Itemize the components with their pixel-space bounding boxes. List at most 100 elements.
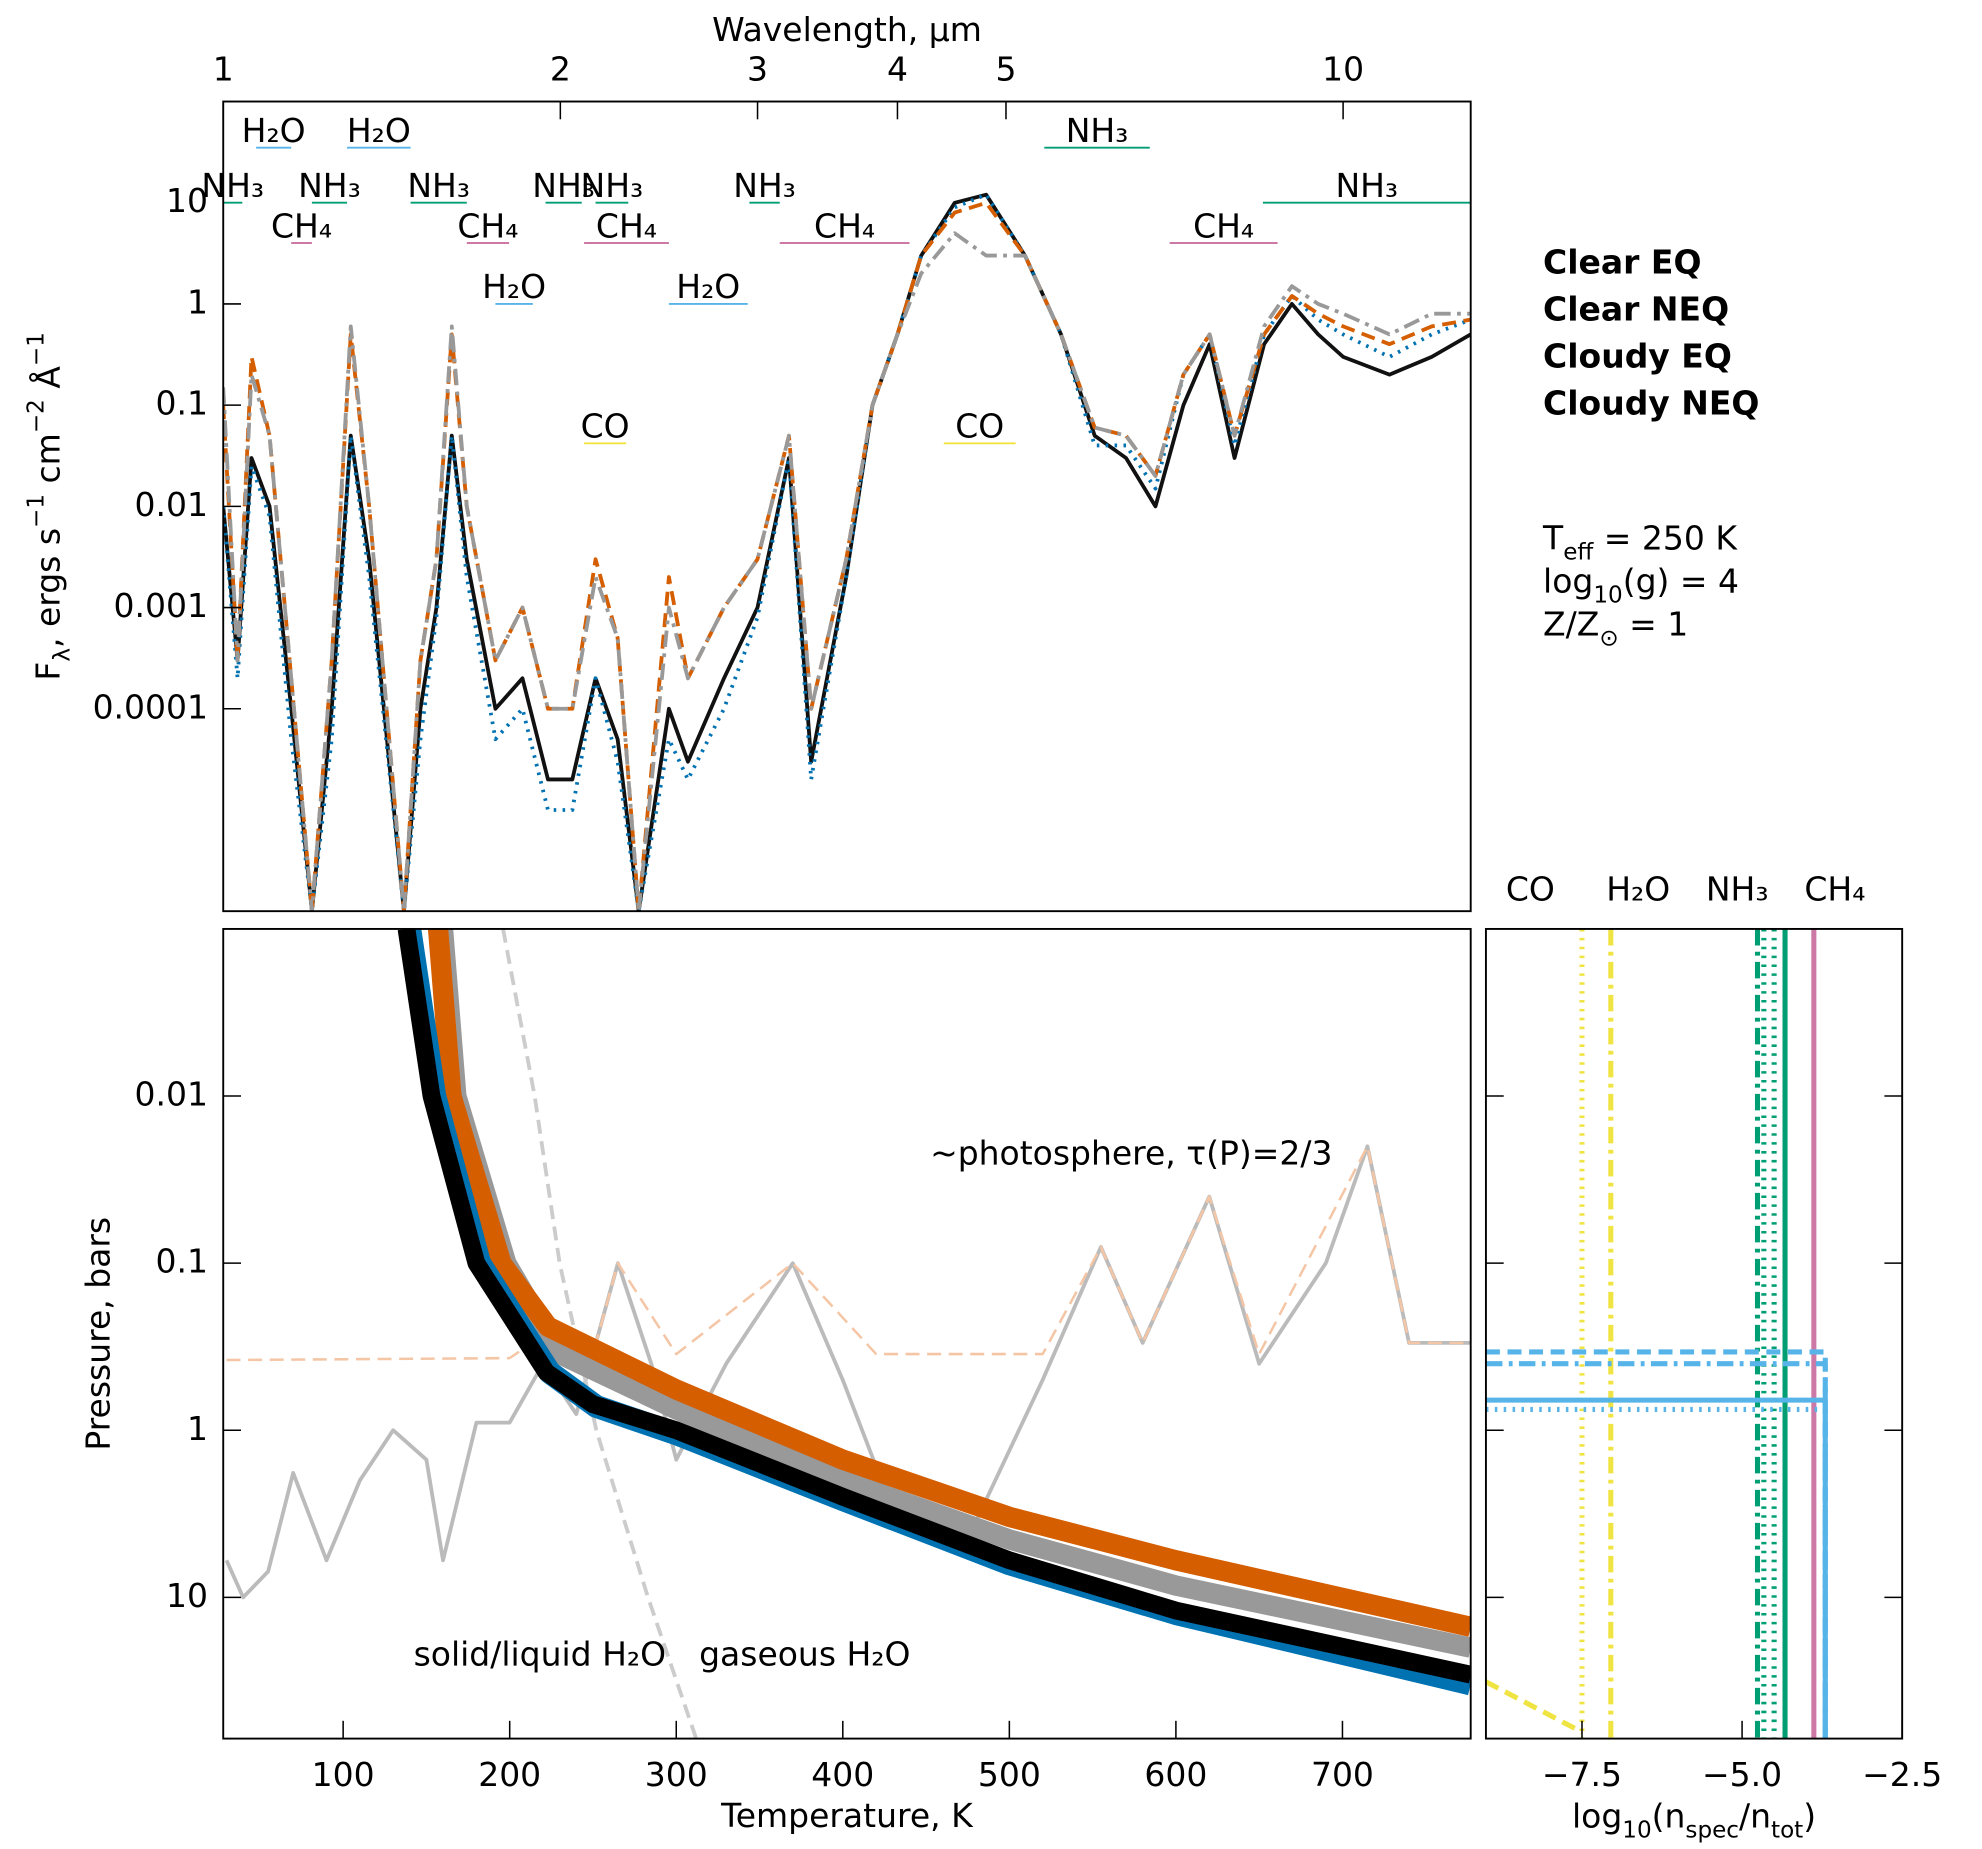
label-part: = 250 K <box>1593 518 1738 557</box>
x-tick-label: 600 <box>1144 1755 1207 1794</box>
label-part: (n <box>1652 1796 1686 1835</box>
x-tick-label: 2 <box>550 50 571 89</box>
x-tick-label: 3 <box>747 50 768 89</box>
plot-area <box>1485 928 1828 1739</box>
band-label: CH₄ <box>814 206 875 245</box>
x-tick-label: 500 <box>978 1755 1041 1794</box>
band-label: CH₄ <box>596 206 657 245</box>
plot-frame <box>222 927 1472 1740</box>
legend-entry: CH₄ <box>1804 869 1865 908</box>
series-line <box>223 231 1471 912</box>
label-part: Å <box>27 366 67 399</box>
band-label: H₂O <box>242 111 306 150</box>
legend-entry: Clear NEQ <box>1543 289 1729 328</box>
band-label: NH₃ <box>581 166 644 205</box>
legend-entry: NH₃ <box>1706 869 1769 908</box>
legend-entry: Cloudy EQ <box>1543 336 1732 375</box>
label-part: (g) = 4 <box>1623 561 1739 600</box>
label-part: spec <box>1685 1817 1739 1843</box>
label-part: −1 <box>23 494 49 528</box>
label-part: F <box>28 662 67 681</box>
label-part: ) <box>1803 1796 1816 1835</box>
series-line <box>1485 1361 1828 1739</box>
band-label: H₂O <box>676 267 740 306</box>
x-tick-label: −7.5 <box>1542 1755 1622 1794</box>
band-label: NH₃ <box>1066 111 1129 150</box>
plot-area <box>224 928 1471 1739</box>
band-label: NH₃ <box>733 166 796 205</box>
parameter: Teff = 250 K <box>1542 518 1738 565</box>
series-line <box>1485 1397 1828 1739</box>
label-part: tot <box>1771 1817 1803 1843</box>
plot-frame <box>222 100 1472 913</box>
x-tick-label: −2.5 <box>1862 1755 1942 1794</box>
x-tick-label: 1 <box>213 50 234 89</box>
label-part: ⊙ <box>1599 625 1618 651</box>
band-label: H₂O <box>482 267 546 306</box>
series-line <box>398 928 1471 1696</box>
series-line <box>1485 1406 1828 1739</box>
x-tick-label: 200 <box>478 1755 541 1794</box>
series-line <box>427 928 1471 1637</box>
label-part: , ergs s <box>28 528 67 648</box>
band-label: NH₃ <box>532 166 595 205</box>
y-tick-label: 0.1 <box>156 384 208 423</box>
y-tick-label: 0.1 <box>156 1242 208 1281</box>
legend-entry: H₂O <box>1606 869 1670 908</box>
series-line <box>1485 1349 1828 1739</box>
label-part: cm <box>28 433 67 494</box>
annotation: ~photosphere, τ(P)=2/3 <box>930 1133 1332 1172</box>
band-label: CH₄ <box>271 206 332 245</box>
y-tick-label: 0.001 <box>114 586 208 625</box>
label-part: Z/Z <box>1543 604 1599 643</box>
x-axis-label: log10(nspec/ntot) <box>1572 1796 1816 1843</box>
y-axis-label: Fλ, ergs s−1 cm−2 Å−1 <box>23 332 75 681</box>
label-part: 10 <box>1593 582 1622 608</box>
y-tick-label: 1 <box>187 1409 208 1448</box>
label-part: T <box>1542 518 1564 557</box>
band-label: CO <box>955 407 1004 446</box>
series-line <box>223 192 1471 912</box>
x-tick-label: 300 <box>645 1755 708 1794</box>
label-part: eff <box>1563 539 1594 565</box>
y-tick-label: 0.0001 <box>93 687 208 726</box>
band-label: NH₃ <box>1335 166 1398 205</box>
plot-frame <box>1484 927 1904 1740</box>
plot-area <box>223 192 1471 912</box>
band-label: NH₃ <box>298 166 361 205</box>
label-part: /n <box>1739 1796 1771 1835</box>
band-label: H₂O <box>347 111 411 150</box>
series-line <box>223 192 1471 912</box>
series-line <box>501 928 699 1739</box>
x-tick-label: 700 <box>1311 1755 1374 1794</box>
y-tick-label: 10 <box>166 181 208 220</box>
label-part: 10 <box>1622 1817 1651 1843</box>
y-tick-label: 0.01 <box>135 1075 208 1114</box>
label-part: −2 <box>23 399 49 433</box>
band-label: NH₃ <box>201 166 264 205</box>
series-line <box>224 1144 1471 1600</box>
y-axis-label: Pressure, bars <box>79 1217 118 1451</box>
annotation: gaseous H₂O <box>699 1635 910 1674</box>
parameter: Z/Z⊙ = 1 <box>1543 604 1688 651</box>
x-axis-label: Wavelength, μm <box>712 10 982 49</box>
band-label: NH₃ <box>407 166 470 205</box>
x-tick-label: 10 <box>1322 50 1364 89</box>
x-tick-label: 100 <box>312 1755 375 1794</box>
x-tick-label: 400 <box>811 1755 874 1794</box>
label-part: log <box>1572 1796 1622 1835</box>
series-line <box>397 928 1471 1684</box>
y-tick-label: 0.01 <box>135 485 208 524</box>
legend-entry: Cloudy NEQ <box>1543 383 1759 422</box>
legend-entry: Clear EQ <box>1543 242 1701 281</box>
label-part: = 1 <box>1619 604 1689 643</box>
legend-entry: CO <box>1506 869 1555 908</box>
x-axis-label: Temperature, K <box>720 1796 974 1835</box>
annotation: solid/liquid H₂O <box>414 1635 667 1674</box>
label-part: λ <box>49 648 75 662</box>
x-tick-label: 4 <box>887 50 908 89</box>
band-label: CO <box>581 407 630 446</box>
y-tick-label: 10 <box>166 1576 208 1615</box>
